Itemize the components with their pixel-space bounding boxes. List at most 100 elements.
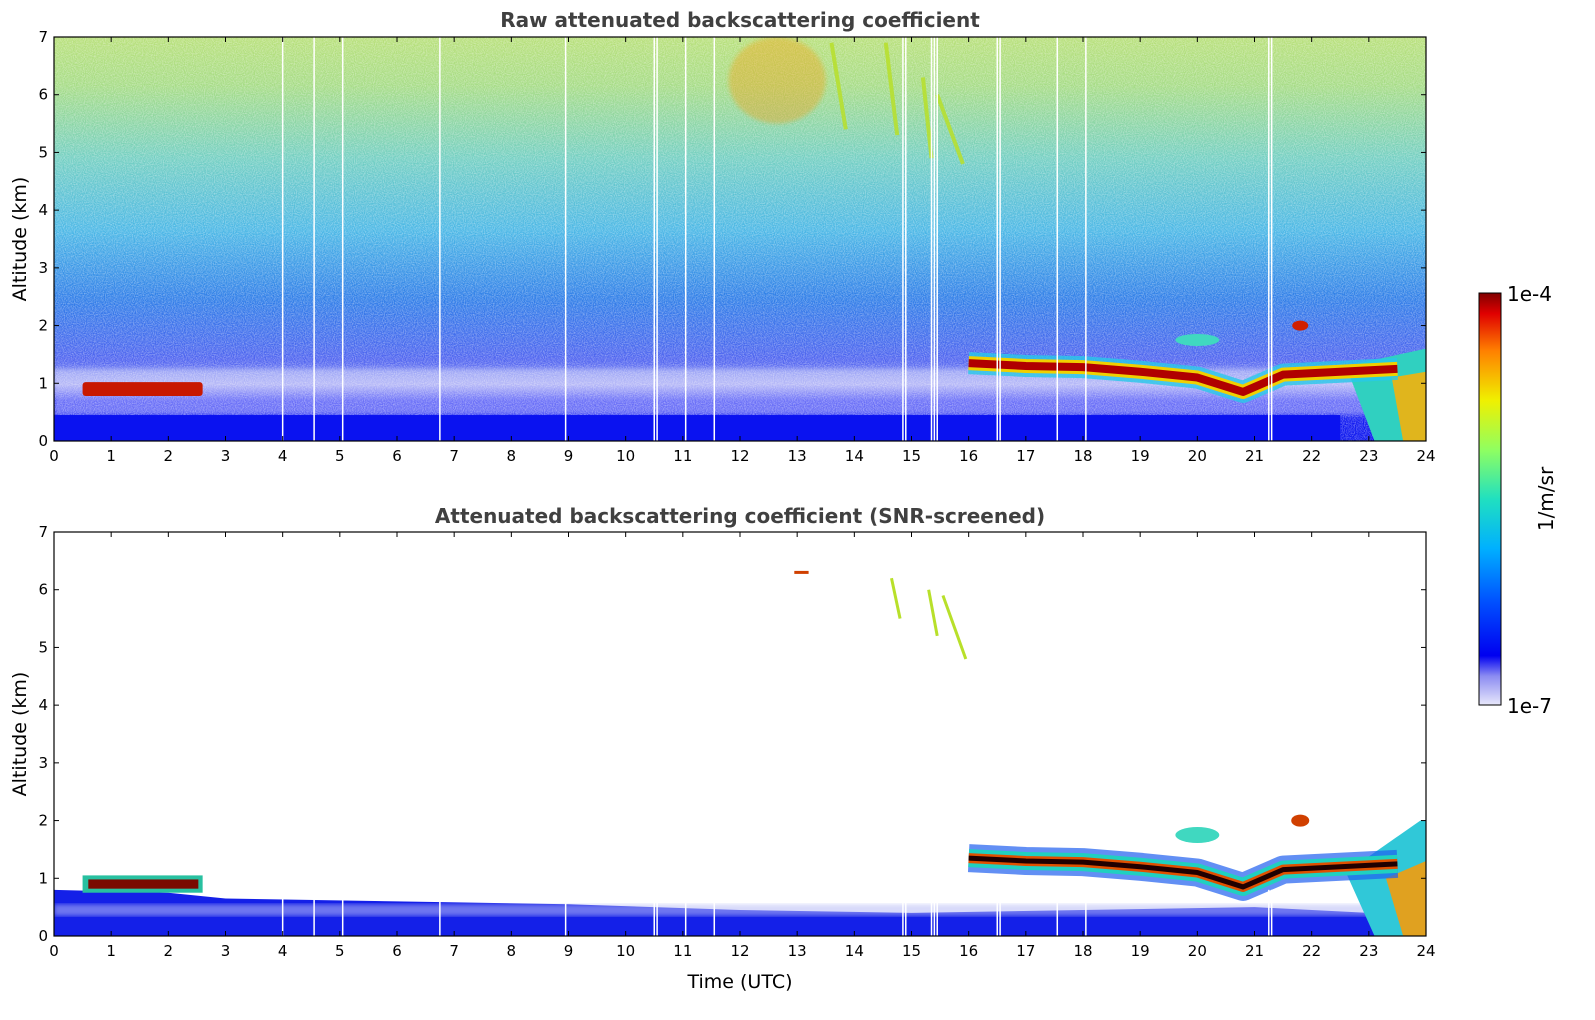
x-tick-label: 15	[902, 942, 921, 960]
colorbar-units-label: 1/m/sr	[1534, 466, 1558, 531]
cloud-fragment	[1292, 320, 1309, 331]
x-tick-label: 20	[1188, 447, 1207, 465]
x-tick-label: 20	[1188, 942, 1207, 960]
x-tick-label: 3	[221, 942, 231, 960]
x-tick-label: 1	[106, 447, 116, 465]
morning-cloud-layer	[82, 382, 203, 396]
x-tick-label: 5	[335, 447, 345, 465]
x-tick-label: 11	[673, 942, 692, 960]
x-tick-label: 0	[49, 447, 59, 465]
x-tick-label: 21	[1245, 447, 1264, 465]
falling-streak	[890, 577, 902, 619]
y-tick-label: 2	[38, 812, 48, 830]
x-tick-label: 23	[1359, 942, 1378, 960]
cloud-fragment	[1291, 814, 1310, 827]
x-tick-label: 10	[616, 942, 635, 960]
raw-heatmap	[54, 37, 1426, 441]
y-tick-label: 4	[38, 201, 48, 219]
cloud-layer-core	[968, 359, 1398, 396]
y-tick-label: 2	[38, 317, 48, 335]
x-tick-label: 2	[164, 942, 174, 960]
x-tick-label: 14	[845, 942, 864, 960]
aerosol-plume-core	[1391, 371, 1426, 441]
screened-heatmap	[54, 532, 1426, 936]
screened-y-axis-label: Altitude (km)	[9, 672, 31, 797]
x-tick-label: 24	[1416, 942, 1435, 960]
falling-streak	[927, 589, 939, 637]
y-tick-label: 6	[38, 581, 48, 599]
falling-streak	[935, 94, 965, 165]
x-tick-label: 16	[959, 447, 978, 465]
x-tick-label: 1	[106, 942, 116, 960]
raw-panel-title: Raw attenuated backscattering coefficien…	[500, 8, 980, 32]
y-tick-label: 5	[38, 638, 48, 656]
x-tick-label: 12	[730, 942, 749, 960]
x-tick-label: 13	[788, 942, 807, 960]
x-tick-label: 15	[902, 447, 921, 465]
x-tick-label: 6	[392, 942, 402, 960]
x-tick-label: 18	[1073, 447, 1092, 465]
y-tick-label: 0	[38, 927, 48, 945]
x-tick-label: 6	[392, 447, 402, 465]
x-tick-label: 5	[335, 942, 345, 960]
boundary-layer	[54, 415, 1341, 441]
y-tick-label: 3	[38, 259, 48, 277]
x-tick-label: 7	[449, 447, 459, 465]
y-tick-label: 5	[38, 143, 48, 161]
x-tick-label: 19	[1131, 942, 1150, 960]
cloud-fragment	[1175, 827, 1220, 843]
x-tick-label: 8	[507, 447, 517, 465]
morning-cloud-core	[88, 879, 199, 889]
isolated-echo	[794, 570, 809, 574]
x-tick-label: 18	[1073, 942, 1092, 960]
colorbar-gradient	[1478, 292, 1502, 706]
x-tick-label: 17	[1016, 447, 1035, 465]
x-tick-label: 11	[673, 447, 692, 465]
y-tick-label: 7	[38, 28, 48, 46]
y-tick-label: 3	[38, 754, 48, 772]
x-tick-label: 0	[49, 942, 59, 960]
x-tick-label: 17	[1016, 942, 1035, 960]
falling-streak	[829, 42, 848, 130]
x-tick-label: 4	[278, 942, 288, 960]
x-tick-label: 24	[1416, 447, 1435, 465]
x-tick-label: 9	[564, 942, 574, 960]
falling-streak	[920, 77, 934, 159]
x-tick-label: 16	[959, 942, 978, 960]
x-tick-label: 23	[1359, 447, 1378, 465]
x-tick-label: 2	[164, 447, 174, 465]
colorbar-max-label: 1e-4	[1507, 282, 1552, 306]
x-tick-label: 14	[845, 447, 864, 465]
raw-backscatter-panel: 0 1 2 3 4 5 6 7 8 9 10 11 12 13 14 15 16 17 18 19 20 21 22 23 24…	[9, 8, 1436, 465]
y-tick-label: 7	[38, 523, 48, 541]
falling-streak	[883, 42, 900, 136]
y-tick-label: 4	[38, 696, 48, 714]
x-axis-label: Time (UTC)	[686, 971, 792, 993]
y-tick-label: 0	[38, 432, 48, 450]
x-tick-label: 22	[1302, 942, 1321, 960]
x-tick-label: 22	[1302, 447, 1321, 465]
raw-y-axis-label: Altitude (km)	[9, 177, 31, 302]
x-tick-label: 7	[449, 942, 459, 960]
x-tick-label: 12	[730, 447, 749, 465]
x-tick-label: 10	[616, 447, 635, 465]
x-tick-label: 8	[507, 942, 517, 960]
cloud-fragment	[1175, 334, 1220, 346]
aerosol-plume-core	[1385, 860, 1426, 936]
screened-backscatter-panel: 0 1 2 3 4 5 6 7 8 9 10 11 12 13 14 15 16 17 18 19 20 21 22 23 24…	[9, 504, 1436, 993]
boundary-layer-top-haze	[54, 904, 1426, 916]
upper-aerosol-layer	[728, 37, 826, 124]
falling-streak	[941, 594, 968, 660]
y-tick-label: 6	[38, 86, 48, 104]
x-tick-label: 4	[278, 447, 288, 465]
colorbar-min-label: 1e-7	[1507, 694, 1552, 718]
x-tick-label: 3	[221, 447, 231, 465]
x-tick-label: 21	[1245, 942, 1264, 960]
colorbar: 1e-4 1e-7 1/m/sr	[1478, 282, 1558, 718]
y-tick-label: 1	[38, 869, 48, 887]
cloud-layer-core	[968, 855, 1398, 890]
x-tick-label: 13	[788, 447, 807, 465]
screened-panel-title: Attenuated backscattering coefficient (S…	[435, 504, 1045, 528]
y-tick-label: 1	[38, 374, 48, 392]
